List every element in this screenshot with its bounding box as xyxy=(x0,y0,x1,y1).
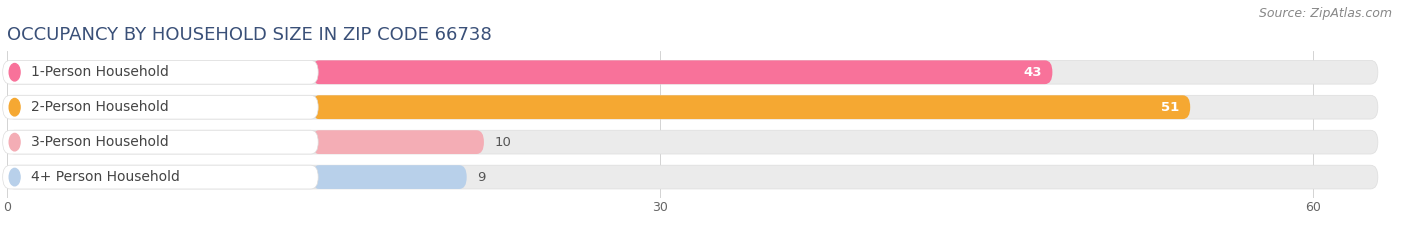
Circle shape xyxy=(10,63,20,81)
Text: 9: 9 xyxy=(478,171,486,184)
Circle shape xyxy=(10,98,20,116)
FancyBboxPatch shape xyxy=(7,60,1378,84)
Text: 51: 51 xyxy=(1161,101,1180,114)
Circle shape xyxy=(10,133,20,151)
Text: 4+ Person Household: 4+ Person Household xyxy=(31,170,180,184)
FancyBboxPatch shape xyxy=(312,165,467,189)
FancyBboxPatch shape xyxy=(3,165,318,189)
Circle shape xyxy=(10,168,20,186)
FancyBboxPatch shape xyxy=(7,165,1378,189)
Text: 3-Person Household: 3-Person Household xyxy=(31,135,169,149)
FancyBboxPatch shape xyxy=(3,60,318,84)
FancyBboxPatch shape xyxy=(3,95,318,119)
Text: 10: 10 xyxy=(495,136,512,149)
Text: 2-Person Household: 2-Person Household xyxy=(31,100,169,114)
Text: 1-Person Household: 1-Person Household xyxy=(31,65,169,79)
Text: 43: 43 xyxy=(1024,66,1042,79)
FancyBboxPatch shape xyxy=(7,95,1378,119)
Text: OCCUPANCY BY HOUSEHOLD SIZE IN ZIP CODE 66738: OCCUPANCY BY HOUSEHOLD SIZE IN ZIP CODE … xyxy=(7,26,492,44)
FancyBboxPatch shape xyxy=(312,95,1191,119)
FancyBboxPatch shape xyxy=(3,130,318,154)
Text: Source: ZipAtlas.com: Source: ZipAtlas.com xyxy=(1258,7,1392,20)
FancyBboxPatch shape xyxy=(312,130,484,154)
FancyBboxPatch shape xyxy=(312,60,1053,84)
FancyBboxPatch shape xyxy=(7,130,1378,154)
